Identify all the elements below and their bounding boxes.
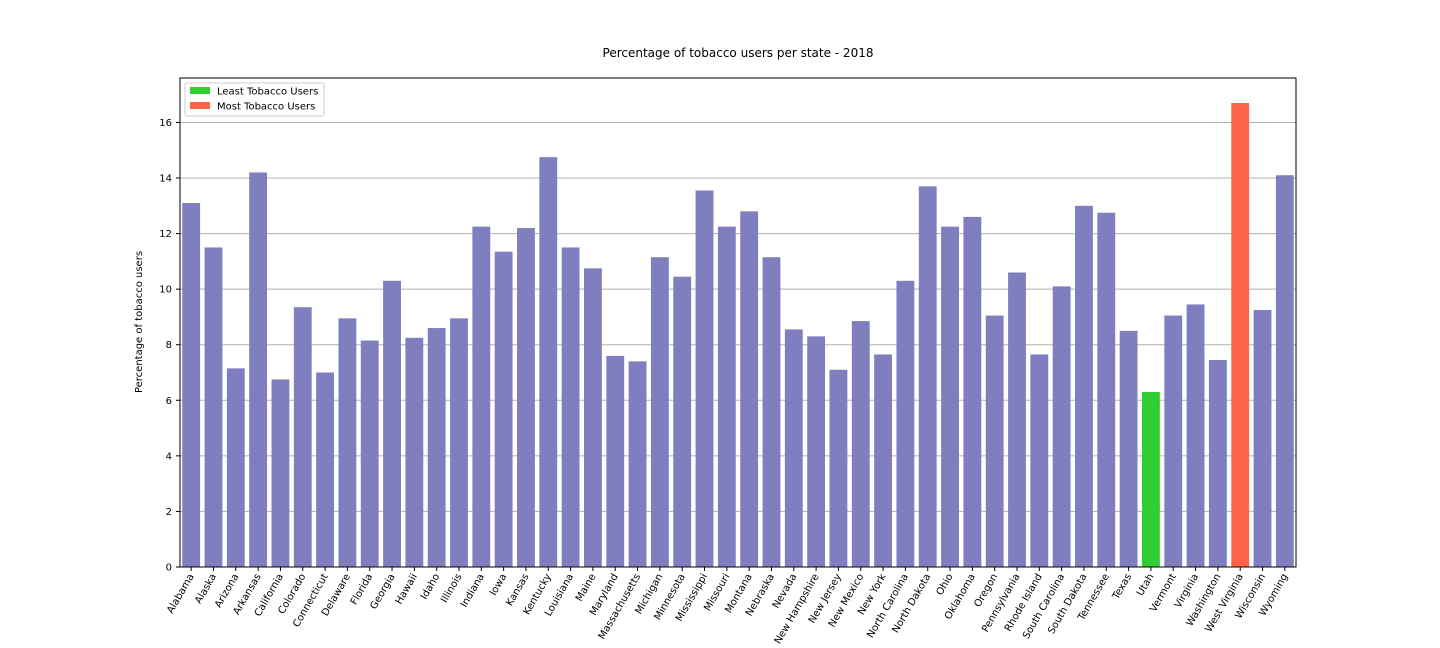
bar — [182, 203, 201, 567]
bar — [807, 336, 826, 567]
legend-label: Least Tobacco Users — [217, 87, 318, 98]
bar — [1119, 330, 1138, 567]
x-tick-label: Ohio — [935, 572, 956, 598]
y-tick-label: 10 — [159, 285, 172, 296]
bar — [517, 228, 535, 567]
x-tick-label: Hawaii — [394, 572, 420, 607]
x-tick-label: Texas — [1110, 572, 1134, 602]
bar — [918, 186, 937, 567]
y-tick-label: 8 — [166, 340, 172, 351]
bar — [1075, 205, 1093, 567]
bars — [182, 103, 1294, 568]
bar — [829, 369, 848, 567]
bar — [1008, 272, 1026, 567]
bar — [583, 268, 602, 567]
y-tick-label: 16 — [159, 118, 172, 129]
bar — [650, 257, 669, 567]
bar — [539, 157, 558, 567]
bar — [360, 340, 379, 567]
bar — [1164, 315, 1183, 567]
bar — [985, 315, 1004, 567]
bar — [1141, 391, 1160, 567]
bar — [695, 190, 714, 567]
legend-swatch — [190, 102, 210, 109]
plot-frame — [179, 77, 1297, 568]
bar — [1186, 304, 1205, 567]
bar — [628, 361, 647, 567]
x-tick-label: Utah — [1135, 572, 1156, 598]
chart-title: Percentage of tobacco users per state - … — [603, 46, 874, 60]
bar — [316, 372, 335, 567]
x-tick-label: Alabama — [165, 572, 197, 616]
bar — [874, 354, 893, 567]
bar — [784, 329, 803, 567]
bar — [427, 328, 446, 567]
bar — [896, 280, 915, 567]
bar — [963, 216, 982, 567]
x-tick-label: Iowa — [488, 572, 509, 598]
bar — [1097, 212, 1116, 567]
bar — [494, 251, 513, 567]
bar — [226, 368, 245, 567]
bar — [204, 247, 223, 567]
y-tick-label: 14 — [159, 174, 172, 185]
legend-frame — [184, 82, 325, 117]
bar — [941, 226, 959, 567]
x-tick-label: Idaho — [419, 572, 442, 602]
bar — [762, 257, 781, 567]
legend-label: Most Tobacco Users — [217, 102, 315, 113]
y-tick-label: 6 — [166, 396, 172, 407]
y-axis-ticks: 0 2 4 6 8 10 12 14 16 — [159, 118, 180, 574]
bar — [851, 321, 870, 567]
bar — [1231, 103, 1250, 568]
bar — [1030, 354, 1049, 567]
bar — [1275, 175, 1294, 567]
bar — [450, 318, 468, 567]
bar — [1052, 286, 1071, 567]
y-axis-label: Percentage of tobacco users — [134, 251, 145, 393]
y-tick-label: 2 — [166, 507, 172, 518]
y-tick-label: 0 — [166, 563, 172, 574]
legend: Least Tobacco Users Most Tobacco Users — [184, 82, 325, 117]
bar — [717, 226, 736, 567]
bar — [1253, 309, 1272, 567]
y-tick-label: 12 — [159, 229, 172, 240]
bar — [383, 280, 401, 567]
bar — [405, 337, 424, 567]
bar — [606, 355, 625, 567]
bar — [338, 318, 357, 567]
bar — [561, 247, 580, 567]
legend-swatch — [190, 87, 210, 94]
bar — [293, 307, 312, 567]
bar — [271, 379, 290, 567]
bar — [249, 172, 268, 567]
y-tick-label: 4 — [166, 451, 172, 462]
bar — [1208, 360, 1227, 567]
x-axis-ticks: AlabamaAlaskaArizonaArkansasCaliforniaCo… — [165, 567, 1290, 646]
bar — [740, 211, 759, 567]
bar — [673, 276, 692, 567]
bar — [472, 226, 491, 567]
